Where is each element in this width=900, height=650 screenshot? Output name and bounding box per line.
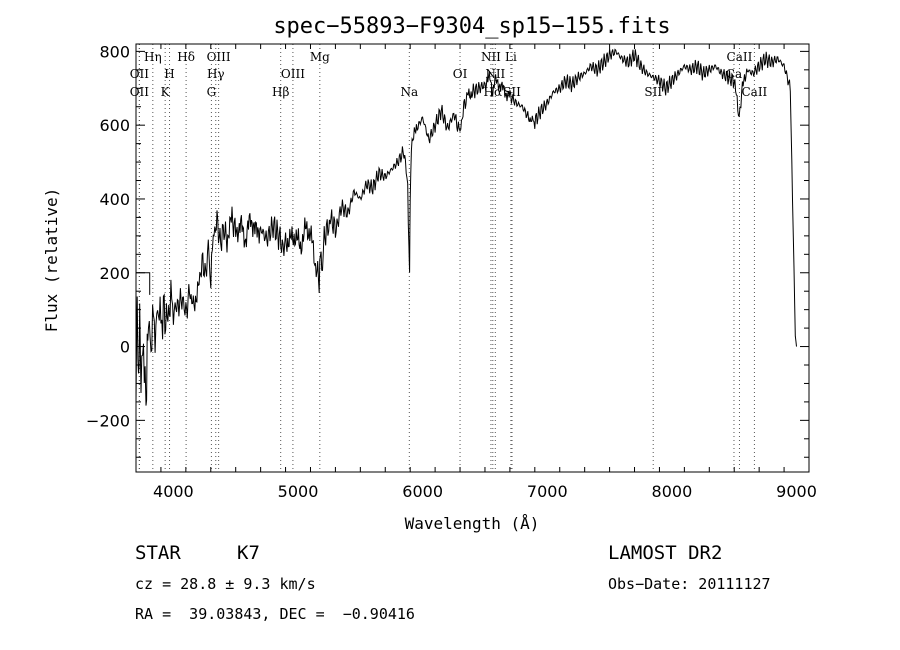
object-class: STAR	[135, 542, 181, 564]
line-label-8: H	[164, 67, 174, 81]
line-label-0: Hη	[144, 50, 162, 64]
line-label-5: Li	[505, 50, 517, 64]
x-tick-label: 6000	[402, 482, 443, 501]
line-label-4: NII	[481, 50, 501, 64]
y-axis-label: Flux (relative)	[42, 188, 61, 333]
y-tick-label: −200	[86, 411, 130, 430]
series-layer	[135, 48, 797, 406]
line-label-15: K	[161, 85, 171, 99]
line-label-12: NII	[485, 67, 505, 81]
y-tick-label: 600	[99, 116, 130, 135]
chart-title: spec−55893−F9304_sp15−155.fits	[273, 14, 670, 39]
x-tick-label: 5000	[278, 482, 319, 501]
object-subclass: K7	[237, 542, 260, 564]
y-tick-label: 0	[120, 338, 130, 357]
plot-frame	[135, 43, 810, 473]
flux-series-line-0	[135, 48, 797, 406]
x-axis-label: Wavelength (Å)	[405, 514, 540, 533]
line-label-16: G	[207, 85, 217, 99]
y-tick-label: 400	[99, 190, 130, 209]
redshift-text: cz = 28.8 ± 9.3 km/s	[135, 575, 316, 593]
line-label-7: OII	[130, 67, 150, 81]
axes: 4000 5000 6000 7000 8000 9000 −200 0 200 400 600 80…	[86, 42, 817, 501]
line-label-17: Hβ	[272, 85, 289, 99]
survey-name: LAMOST DR2	[608, 542, 723, 564]
line-label-3: Mg	[310, 50, 330, 64]
y-tick-label: 800	[99, 42, 130, 61]
edge-spike	[135, 272, 151, 347]
y-tick-label: 200	[99, 264, 130, 283]
x-tick-label: 4000	[153, 482, 194, 501]
line-label-6: CaII	[727, 50, 753, 64]
x-tick-label: 8000	[652, 482, 693, 501]
coordinates: RA = 39.03843, DEC = −0.90416	[135, 605, 415, 623]
line-label-21: SII	[644, 85, 662, 99]
line-label-2: OIII	[207, 50, 231, 64]
line-label-11: OI	[453, 67, 468, 81]
line-label-10: OIII	[281, 67, 305, 81]
line-label-14: OII	[130, 85, 150, 99]
line-label-18: Na	[400, 85, 418, 99]
x-tick-label: 7000	[527, 482, 568, 501]
x-tick-label: 9000	[776, 482, 817, 501]
line-label-22: CaII	[741, 85, 767, 99]
obs-date: Obs−Date: 20111127	[608, 575, 771, 593]
line-label-9: Hγ	[207, 67, 225, 81]
line-label-1: Hδ	[177, 50, 195, 64]
